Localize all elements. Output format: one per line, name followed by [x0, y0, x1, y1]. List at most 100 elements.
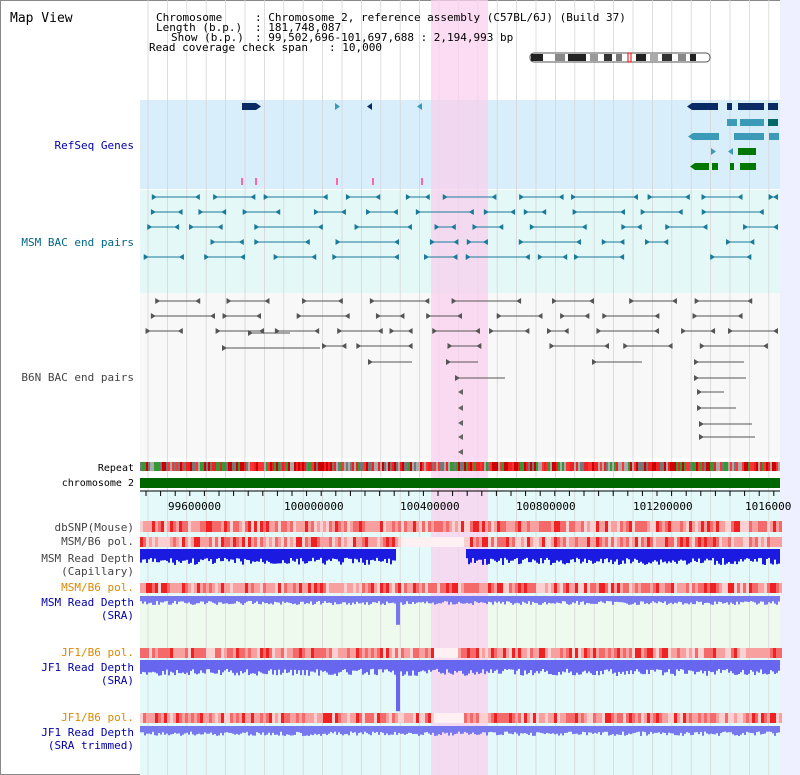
- repeat-segment: [528, 462, 530, 471]
- refseq-gene[interactable]: [256, 103, 261, 110]
- depth-bar: [460, 726, 462, 735]
- depth-bar: [596, 549, 598, 562]
- repeat-segment: [564, 462, 566, 471]
- depth-bar: [172, 660, 174, 673]
- heat-cell: [341, 713, 344, 723]
- heat-cell: [509, 537, 512, 547]
- depth-bar: [648, 596, 650, 605]
- depth-bar: [166, 660, 168, 670]
- heat-cell: [278, 713, 281, 723]
- repeat-segment: [358, 462, 360, 471]
- depth-bar: [546, 596, 548, 605]
- depth-bar: [320, 726, 322, 736]
- depth-bar: [642, 596, 644, 602]
- heat-cell: [764, 583, 767, 593]
- heat-cell: [143, 713, 146, 723]
- depth-bar: [610, 726, 612, 735]
- depth-bar: [212, 660, 214, 673]
- chromosome-ideogram[interactable]: [529, 52, 711, 63]
- depth-bar: [470, 549, 472, 563]
- depth-bar: [728, 549, 730, 563]
- repeat-segment: [502, 462, 504, 471]
- depth-bar: [760, 726, 762, 735]
- refseq-gene[interactable]: [335, 103, 340, 110]
- heat-cell: [389, 537, 392, 547]
- depth-bar: [674, 549, 676, 562]
- heat-cell: [371, 537, 374, 547]
- depth-bar: [232, 596, 234, 604]
- depth-bar: [500, 660, 502, 674]
- heat-cell: [392, 521, 395, 532]
- repeat-segment: [228, 462, 230, 471]
- refseq-gene[interactable]: [417, 103, 422, 110]
- refseq-gene[interactable]: [242, 103, 256, 110]
- depth-bar: [480, 660, 482, 673]
- heat-cell: [488, 521, 491, 532]
- repeat-segment: [720, 462, 722, 471]
- depth-bar: [302, 549, 304, 562]
- heat-cell: [158, 537, 161, 547]
- depth-bar: [620, 596, 622, 603]
- heat-cell: [212, 648, 215, 658]
- depth-bar: [376, 549, 378, 558]
- heat-cell: [185, 713, 188, 723]
- heat-cell: [461, 521, 464, 532]
- b6n-bac-pair-end: [446, 359, 451, 365]
- depth-bar: [768, 549, 770, 558]
- refseq-genes[interactable]: [241, 103, 779, 185]
- heat-cell: [296, 583, 299, 593]
- depth-bar: [336, 549, 338, 560]
- b6n-bac-end-pairs[interactable]: [145, 298, 778, 455]
- depth-bar: [590, 726, 592, 733]
- depth-bar: [426, 596, 428, 602]
- repeat-segment: [574, 462, 576, 471]
- heat-cell: [635, 583, 638, 593]
- b6n-bac-pair-end: [496, 313, 502, 319]
- depth-bar: [334, 596, 336, 603]
- depth-bar: [374, 596, 376, 603]
- heat-cell: [146, 713, 149, 723]
- repeat-segment: [382, 462, 384, 471]
- depth-bar: [434, 596, 436, 605]
- heat-cell: [641, 521, 644, 532]
- depth-bar: [602, 660, 604, 675]
- depth-bar: [560, 596, 562, 604]
- msm-bac-pair-end: [442, 194, 448, 200]
- repeat-segment: [648, 462, 650, 471]
- depth-bar: [766, 660, 768, 675]
- refseq-gene[interactable]: [367, 103, 372, 110]
- depth-bar: [632, 726, 634, 734]
- heat-cell: [263, 521, 266, 532]
- depth-bar: [528, 726, 530, 736]
- depth-bar: [674, 596, 676, 603]
- depth-bar: [208, 660, 210, 670]
- heat-cell: [347, 713, 350, 723]
- repeat-segment: [636, 462, 638, 471]
- heat-cell: [410, 648, 413, 658]
- heat-cell: [197, 648, 200, 658]
- heat-cell: [248, 583, 251, 593]
- depth-bar: [462, 596, 464, 604]
- depth-bar: [372, 726, 374, 732]
- heat-cell: [431, 521, 434, 532]
- heat-cell: [596, 648, 599, 658]
- heat-cell: [320, 521, 323, 532]
- heat-cell: [326, 648, 329, 658]
- depth-bar: [576, 660, 578, 673]
- refseq-gene[interactable]: [692, 103, 718, 110]
- repeat-segment: [250, 462, 252, 471]
- b6n-bac-pair-end: [145, 328, 151, 334]
- heat-cell: [332, 537, 335, 547]
- depth-bar: [250, 726, 252, 735]
- heat-cell: [485, 713, 488, 723]
- depth-bar: [698, 596, 700, 603]
- depth-bar: [378, 596, 380, 602]
- depth-bar: [248, 549, 250, 561]
- msm-bac-end-pairs[interactable]: [143, 194, 778, 260]
- depth-bar: [438, 726, 440, 735]
- heat-cell: [566, 521, 569, 532]
- depth-bar: [562, 726, 564, 736]
- depth-bar: [554, 660, 556, 675]
- depth-bar: [664, 596, 666, 602]
- depth-bar: [454, 596, 456, 605]
